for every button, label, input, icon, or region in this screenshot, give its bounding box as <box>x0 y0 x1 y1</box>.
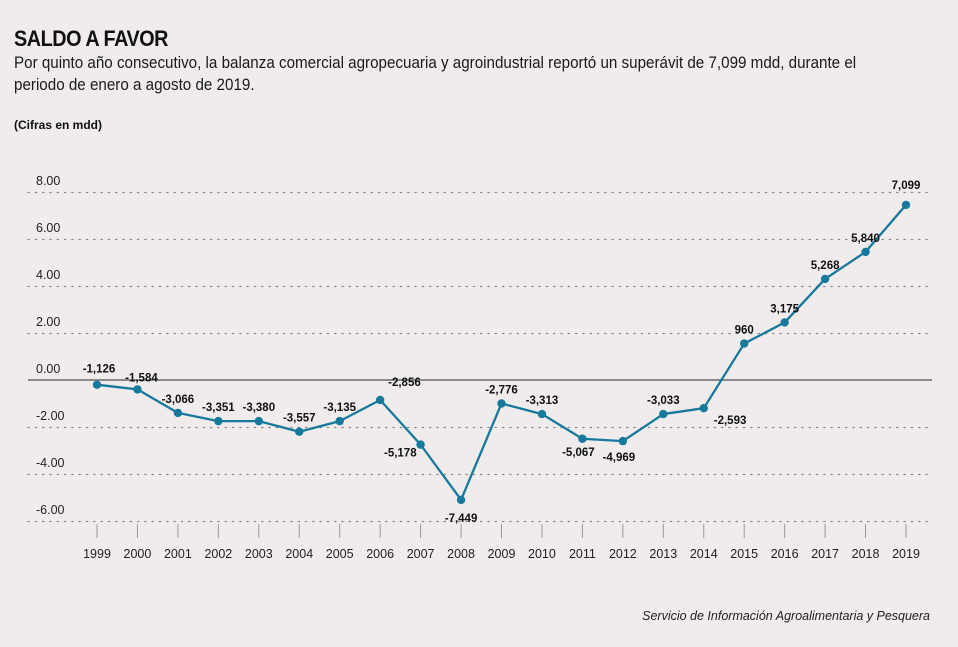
y-tick-label: 4.00 <box>36 268 60 282</box>
y-tick-label: 6.00 <box>36 221 60 235</box>
data-label: -3,557 <box>283 413 316 425</box>
data-point <box>375 395 385 405</box>
chart-title: SALDO A FAVOR <box>14 26 169 51</box>
data-label: 3,175 <box>770 303 799 315</box>
data-point <box>820 274 830 284</box>
data-label: -5,067 <box>562 447 595 459</box>
data-label: 960 <box>735 325 754 337</box>
x-tick-label: 2006 <box>366 547 394 561</box>
x-tick-label: 2005 <box>326 547 354 561</box>
data-label: -1,584 <box>125 372 158 384</box>
data-label: -7,449 <box>445 513 478 525</box>
data-point <box>699 404 708 413</box>
data-label: -3,033 <box>647 395 680 407</box>
data-point <box>861 247 870 257</box>
x-tick-label: 2017 <box>811 547 839 561</box>
data-point <box>659 409 668 419</box>
y-tick-label: 2.00 <box>36 315 60 329</box>
data-label: -3,066 <box>162 394 195 406</box>
x-tick-label: 1999 <box>83 547 111 561</box>
data-point <box>416 440 425 449</box>
data-label: -3,380 <box>242 402 275 414</box>
y-axis-ticks: 8.00 6.00 4.00 2.00 0.00 -2.00 -4.00 -6.00 <box>36 174 65 517</box>
data-point <box>537 409 547 419</box>
x-tick-label: 2012 <box>609 547 637 561</box>
data-label: 5,840 <box>851 233 880 245</box>
data-label: 5,268 <box>811 260 840 272</box>
data-point <box>497 399 506 408</box>
data-point <box>335 416 344 426</box>
data-label: -1,126 <box>83 364 116 376</box>
data-point <box>254 416 263 426</box>
data-point <box>618 436 628 446</box>
series-line-path <box>96 204 907 502</box>
x-tick-label: 2004 <box>285 547 313 561</box>
x-tick-label: 2002 <box>204 547 232 561</box>
data-label: -2,776 <box>485 385 518 397</box>
x-tick-label: 2016 <box>771 547 799 561</box>
data-label: -3,313 <box>526 395 559 407</box>
y-tick-label: -2.00 <box>36 409 65 423</box>
y-tick-label: -6.00 <box>36 503 65 517</box>
data-point <box>740 339 749 348</box>
x-tick-label: 2000 <box>124 547 152 561</box>
data-label: -3,351 <box>202 402 235 414</box>
x-tick-label: 2013 <box>649 547 677 561</box>
data-label: -5,178 <box>384 448 417 460</box>
x-tick-label: 2008 <box>447 547 475 561</box>
data-point <box>92 380 102 389</box>
x-tick-label: 2001 <box>164 547 192 561</box>
y-tick-label: 8.00 <box>36 174 60 188</box>
source-credit: Servicio de Información Agroalimentaria … <box>642 609 930 623</box>
x-tick-label: 2014 <box>690 547 718 561</box>
data-point <box>214 416 223 426</box>
data-point <box>780 318 789 327</box>
data-points <box>92 200 911 505</box>
data-point <box>173 408 183 418</box>
y-tick-label: -4.00 <box>36 456 65 470</box>
data-point <box>456 495 466 505</box>
x-tick-label: 2010 <box>528 547 556 561</box>
x-tick-label: 2018 <box>852 547 880 561</box>
chart-subtitle: Por quinto año consecutivo, la balanza c… <box>14 54 857 94</box>
data-labels: -1,126 -1,584 -3,066 -3,351 -3,380 -3,557 -3,1… <box>83 180 921 525</box>
data-label: -4,969 <box>603 452 636 464</box>
data-point <box>133 385 142 394</box>
data-point <box>578 434 587 443</box>
x-tick-label: 2009 <box>488 547 516 561</box>
y-tick-label: 0.00 <box>36 362 60 376</box>
x-axis-ticks: 1999 2000 2001 2002 2003 2004 2005 2006 2007 2008… <box>83 524 920 561</box>
x-tick-label: 2011 <box>569 547 596 561</box>
data-point <box>901 200 911 210</box>
x-tick-label: 2007 <box>407 547 435 561</box>
data-label: 7,099 <box>892 180 921 192</box>
data-point <box>295 427 304 436</box>
gridlines <box>27 191 933 523</box>
x-tick-label: 2003 <box>245 547 273 561</box>
x-tick-label: 2015 <box>730 547 758 561</box>
data-label: -2,593 <box>714 415 747 427</box>
unit-note: (Cifras en mdd) <box>14 118 103 132</box>
data-label: -3,135 <box>323 402 356 414</box>
data-label: -2,856 <box>388 377 421 389</box>
series-line <box>96 204 907 502</box>
x-tick-label: 2019 <box>892 547 920 561</box>
